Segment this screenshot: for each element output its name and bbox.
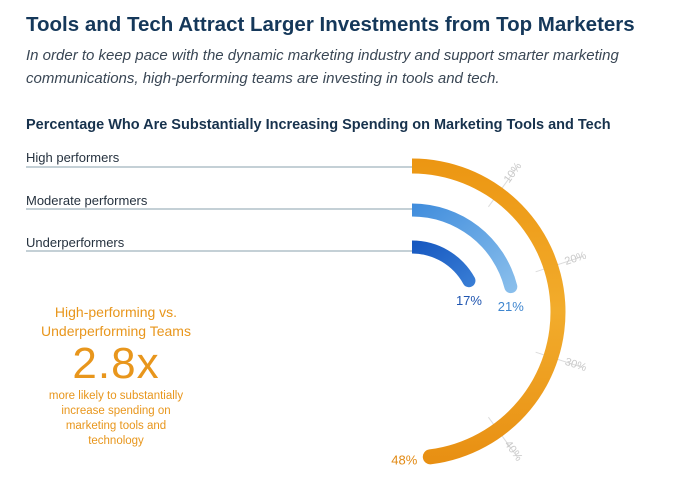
scale-tick-label-30: 30%	[563, 356, 588, 374]
callout-value: 2.8x	[72, 339, 160, 388]
page-subtitle: In order to keep pace with the dynamic m…	[26, 47, 619, 87]
scale-tick-label-20: 20%	[563, 250, 588, 268]
chart-title: Percentage Who Are Substantially Increas…	[26, 117, 611, 133]
scale-tick-label-10: 10%	[502, 160, 525, 185]
callout-text: more likely to substantially increase sp…	[48, 390, 184, 447]
scale-tick-label-40: 40%	[502, 439, 525, 464]
value-label-high: 48%	[391, 452, 417, 467]
page-title: Tools and Tech Attract Larger Investment…	[26, 13, 635, 36]
grid-line-20	[535, 255, 584, 273]
grid-line-30	[535, 351, 584, 369]
grid-line-40	[488, 416, 519, 458]
bar-under	[412, 240, 476, 288]
grid-line-10	[488, 166, 519, 208]
value-label-under: 17%	[456, 293, 482, 308]
legend-label-high-performers: High performers	[26, 150, 120, 165]
callout-heading: High-performing vs. Underperforming Team…	[41, 304, 191, 339]
bar-high	[412, 158, 566, 465]
callout-box: High-performing vs. Underperforming Team…	[26, 303, 206, 449]
value-label-moderate: 21%	[498, 299, 524, 314]
bar-moderate	[412, 203, 518, 294]
legend-label-moderate-performers: Moderate performers	[26, 193, 148, 208]
legend-label-underperformers: Underperformers	[26, 235, 125, 250]
